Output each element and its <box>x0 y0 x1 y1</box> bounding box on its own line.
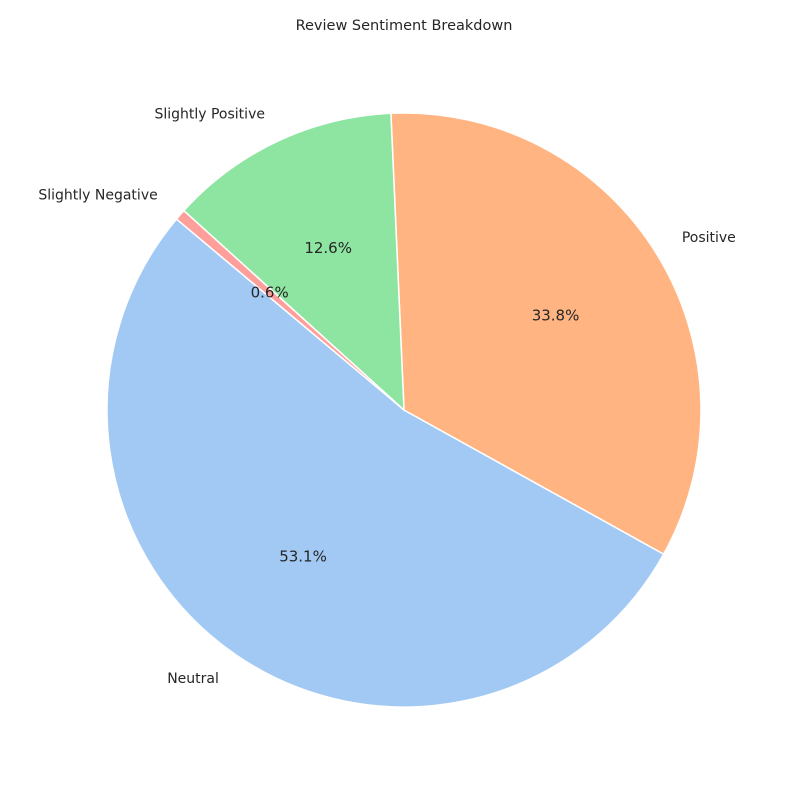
pie-slice-positive <box>390 112 702 555</box>
slice-percent-label: 12.6% <box>304 239 352 257</box>
slice-label: Positive <box>682 230 736 246</box>
slice-percent-label: 53.1% <box>279 547 327 565</box>
slice-percent-label: 0.6% <box>251 283 289 301</box>
pie-slice-slightly-negative <box>175 209 405 411</box>
slice-label: Neutral <box>167 671 219 687</box>
pie-labels: Neutral 53.1% Positive 33.8% Slightly Positi… <box>38 106 735 687</box>
slice-label: Slightly Negative <box>38 187 157 203</box>
pie-slices <box>106 112 702 708</box>
chart-title: Review Sentiment Breakdown <box>296 18 513 34</box>
pie-slice-neutral <box>106 218 665 708</box>
slice-percent-label: 33.8% <box>532 307 580 325</box>
slice-label: Slightly Positive <box>154 106 265 122</box>
pie-slice-slightly-positive <box>183 112 405 411</box>
